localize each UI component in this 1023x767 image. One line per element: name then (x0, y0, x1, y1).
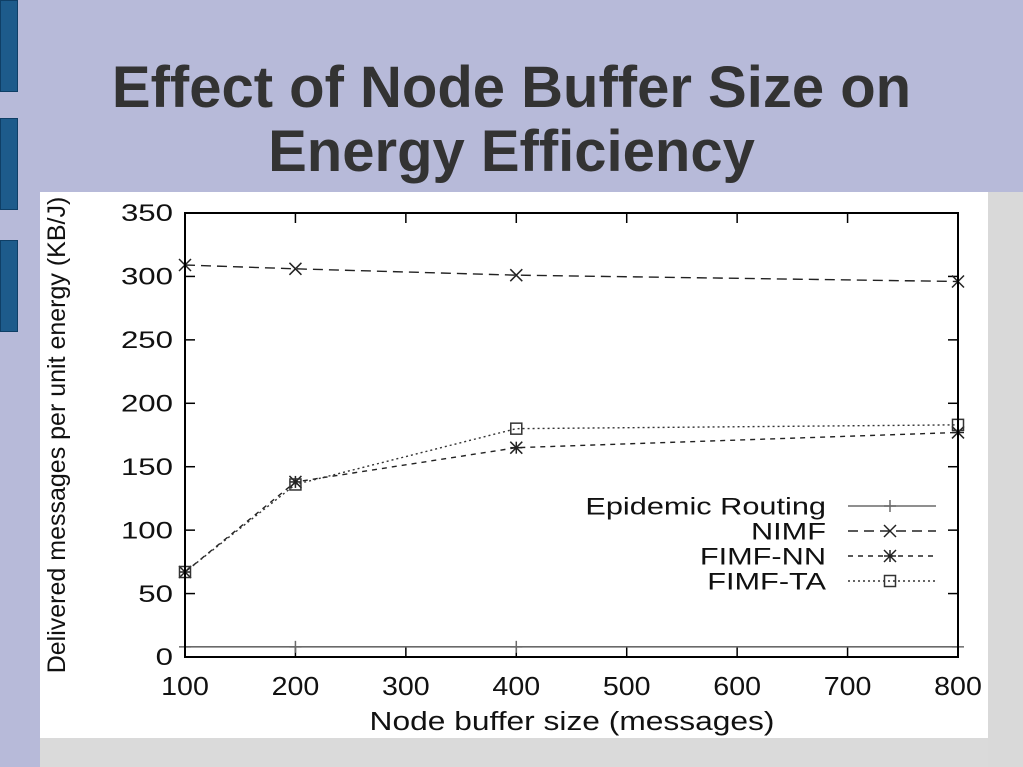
y-tick-label: 350 (121, 200, 173, 227)
series-line-fimf-nn (184, 431, 959, 573)
legend-label: FIMF-NN (700, 543, 826, 570)
legend-item: NIMF (751, 518, 936, 545)
slide-margin-right (988, 192, 1023, 767)
data-point-fimf-ta (510, 422, 523, 435)
legend-label: NIMF (751, 518, 826, 545)
y-tick-label: 0 (156, 644, 173, 671)
legend-item: FIMF-TA (707, 568, 936, 595)
data-point-fimf-ta (289, 478, 302, 491)
y-tick-label: 50 (138, 580, 173, 607)
chart: Node buffer size (messages) Delivered me… (40, 192, 988, 738)
slide-title: Effect of Node Buffer Size on Energy Eff… (0, 56, 1023, 184)
data-point-nimf (509, 268, 523, 282)
slide-title-line: Energy Efficiency (268, 119, 755, 184)
x-tick-label: 100 (161, 671, 209, 700)
x-tick-label: 300 (382, 671, 430, 700)
slide-accent-bar (0, 240, 18, 332)
x-tick-label: 400 (492, 671, 540, 700)
legend-marker-fimf-ta (883, 574, 897, 588)
x-tick-label: 700 (824, 671, 872, 700)
x-tick-label: 200 (272, 671, 320, 700)
chart-svg: Node buffer size (messages) Delivered me… (43, 197, 982, 737)
slide-accent-bar (0, 118, 18, 210)
legend-marker-nimf (883, 524, 897, 538)
y-tick-label: 200 (121, 390, 173, 417)
series-line-fimf-ta (184, 424, 959, 573)
legend-marker-epidemic-routing (884, 500, 896, 512)
y-tick-label: 100 (121, 517, 173, 544)
data-point-fimf-nn (509, 441, 523, 455)
legend-item: FIMF-NN (700, 543, 936, 570)
y-tick-label: 150 (121, 453, 173, 480)
data-point-nimf (288, 262, 302, 276)
y-axis-label: Delivered messages per unit energy (KB/J… (43, 197, 71, 674)
x-tick-label: 600 (713, 671, 761, 700)
legend-item: Epidemic Routing (585, 493, 936, 520)
data-point-epidemic-routing (289, 640, 302, 653)
x-tick-label: 500 (603, 671, 651, 700)
slide-margin-bottom (40, 738, 988, 767)
data-point-fimf-nn (288, 475, 302, 489)
y-tick-label: 300 (121, 263, 173, 290)
y-tick-label: 250 (121, 326, 173, 353)
plot-frame (184, 212, 959, 658)
x-axis-label: Node buffer size (messages) (370, 708, 775, 737)
slide-accent-bar (0, 0, 18, 92)
series-line-nimf (184, 264, 959, 283)
legend-marker-fimf-nn (883, 549, 897, 563)
legend-label: Epidemic Routing (585, 493, 826, 520)
x-tick-label: 800 (934, 671, 982, 700)
legend-label: FIMF-TA (707, 568, 826, 595)
data-point-epidemic-routing (510, 640, 523, 653)
slide-title-line: Effect of Node Buffer Size on (111, 55, 912, 120)
